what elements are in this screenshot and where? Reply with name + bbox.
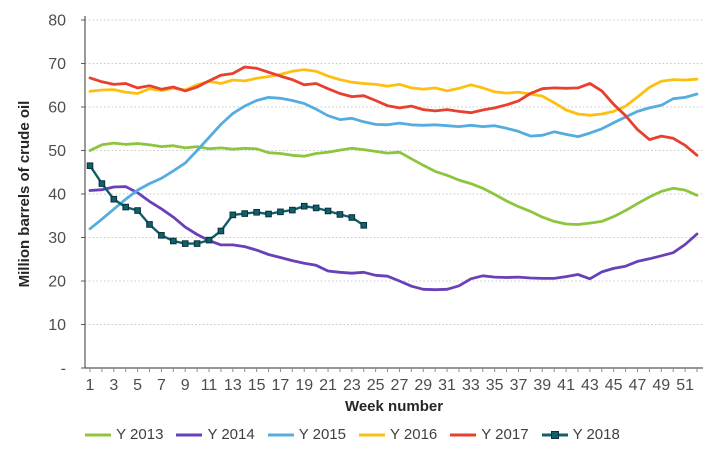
series-line-y-2018 bbox=[88, 164, 365, 245]
x-tick-label: 51 bbox=[676, 377, 694, 394]
data-point-marker bbox=[277, 208, 284, 216]
legend-label: Y 2016 bbox=[390, 426, 438, 443]
series-line-y-2013 bbox=[88, 141, 699, 226]
series-line-y-2015 bbox=[88, 92, 699, 231]
x-tick-label: 1 bbox=[86, 377, 95, 394]
legend-swatch-icon bbox=[450, 433, 477, 436]
data-point-marker bbox=[181, 240, 189, 247]
data-point-marker bbox=[110, 195, 118, 203]
series-line-y-2016 bbox=[88, 68, 699, 117]
x-tick-label: 3 bbox=[109, 377, 118, 394]
x-tick-label: 5 bbox=[133, 377, 142, 394]
legend-label: Y 2015 bbox=[298, 426, 346, 443]
legend-label: Y 2013 bbox=[116, 426, 164, 443]
x-tick-label: 35 bbox=[486, 377, 504, 394]
x-tick-label: 9 bbox=[181, 377, 190, 394]
x-tick-label: 47 bbox=[629, 377, 647, 394]
legend-label: Y 2017 bbox=[481, 426, 529, 443]
legend-item-y-2015: Y 2015 bbox=[267, 426, 346, 443]
x-tick-label: 49 bbox=[652, 377, 670, 394]
y-tick-label: 20 bbox=[48, 274, 66, 291]
x-tick-label: 13 bbox=[224, 377, 242, 394]
y-tick-label: 50 bbox=[48, 143, 66, 160]
data-point-marker bbox=[122, 203, 130, 211]
data-point-marker bbox=[134, 207, 141, 214]
x-tick-label: 15 bbox=[248, 377, 266, 394]
data-point-marker bbox=[146, 221, 153, 228]
x-tick-label: 31 bbox=[438, 377, 456, 394]
legend-swatch-icon bbox=[85, 433, 112, 436]
y-tick-label: 80 bbox=[48, 13, 66, 30]
x-tick-label: 41 bbox=[557, 377, 575, 394]
legend-label: Y 2014 bbox=[207, 426, 255, 443]
legend-item-y-2016: Y 2016 bbox=[359, 426, 437, 443]
data-point-marker bbox=[170, 237, 177, 245]
series-line-y-2017 bbox=[88, 65, 699, 157]
x-tick-label: 7 bbox=[157, 377, 166, 394]
legend-swatch-icon bbox=[176, 433, 203, 436]
data-point-marker bbox=[98, 180, 106, 187]
data-point-marker bbox=[158, 232, 165, 239]
y-tick-label: - bbox=[61, 361, 66, 378]
x-tick-label: 45 bbox=[605, 377, 623, 394]
data-point-marker bbox=[324, 207, 332, 215]
x-tick-label: 19 bbox=[295, 377, 313, 394]
y-tick-label: 40 bbox=[48, 187, 66, 204]
legend-swatch-icon bbox=[359, 433, 385, 436]
x-tick-label: 17 bbox=[272, 377, 290, 394]
x-tick-label: 29 bbox=[414, 377, 432, 394]
y-tick-label: 10 bbox=[48, 317, 66, 334]
data-point-marker bbox=[360, 222, 368, 229]
y-tick-label: 30 bbox=[48, 230, 66, 247]
data-point-marker bbox=[253, 208, 260, 216]
legend-swatch-icon bbox=[267, 433, 294, 436]
legend-item-y-2017: Y 2017 bbox=[450, 426, 529, 443]
x-tick-label: 39 bbox=[533, 377, 551, 394]
x-tick-label: 23 bbox=[343, 377, 361, 394]
series-line-y-2014 bbox=[88, 185, 699, 292]
x-tick-label: 37 bbox=[510, 377, 528, 394]
data-point-marker bbox=[229, 211, 237, 219]
legend-item-y-2014: Y 2014 bbox=[176, 426, 255, 443]
y-tick-label: 70 bbox=[48, 56, 66, 73]
data-point-marker bbox=[312, 204, 320, 212]
data-point-marker bbox=[336, 211, 344, 218]
y-axis-title: Million barrels of crude oil bbox=[16, 100, 34, 288]
x-tick-label: 25 bbox=[367, 377, 385, 394]
data-point-marker bbox=[300, 202, 308, 210]
data-point-marker bbox=[289, 206, 296, 214]
legend-item-y-2013: Y 2013 bbox=[85, 426, 163, 443]
x-tick-label: 21 bbox=[319, 377, 337, 394]
data-point-marker bbox=[205, 236, 213, 244]
legend-label: Y 2018 bbox=[572, 426, 620, 443]
data-point-marker bbox=[86, 162, 94, 170]
data-point-marker bbox=[193, 240, 201, 247]
data-point-marker bbox=[241, 210, 249, 217]
y-tick-label: 60 bbox=[48, 100, 66, 117]
x-tick-label: 43 bbox=[581, 377, 599, 394]
legend-swatch-icon bbox=[541, 430, 568, 439]
x-tick-label: 11 bbox=[201, 377, 218, 394]
data-point-marker bbox=[348, 214, 356, 221]
data-point-marker bbox=[265, 210, 272, 218]
data-point-marker bbox=[217, 227, 225, 235]
legend-item-y-2018: Y 2018 bbox=[541, 426, 620, 443]
x-tick-label: 33 bbox=[462, 377, 480, 394]
x-axis-title: Week number bbox=[344, 398, 444, 415]
x-tick-label: 27 bbox=[391, 377, 409, 394]
legend: Y 2013 Y 2014 Y 2015 Y 2016 Y 2017 Y 2018 bbox=[0, 426, 705, 443]
